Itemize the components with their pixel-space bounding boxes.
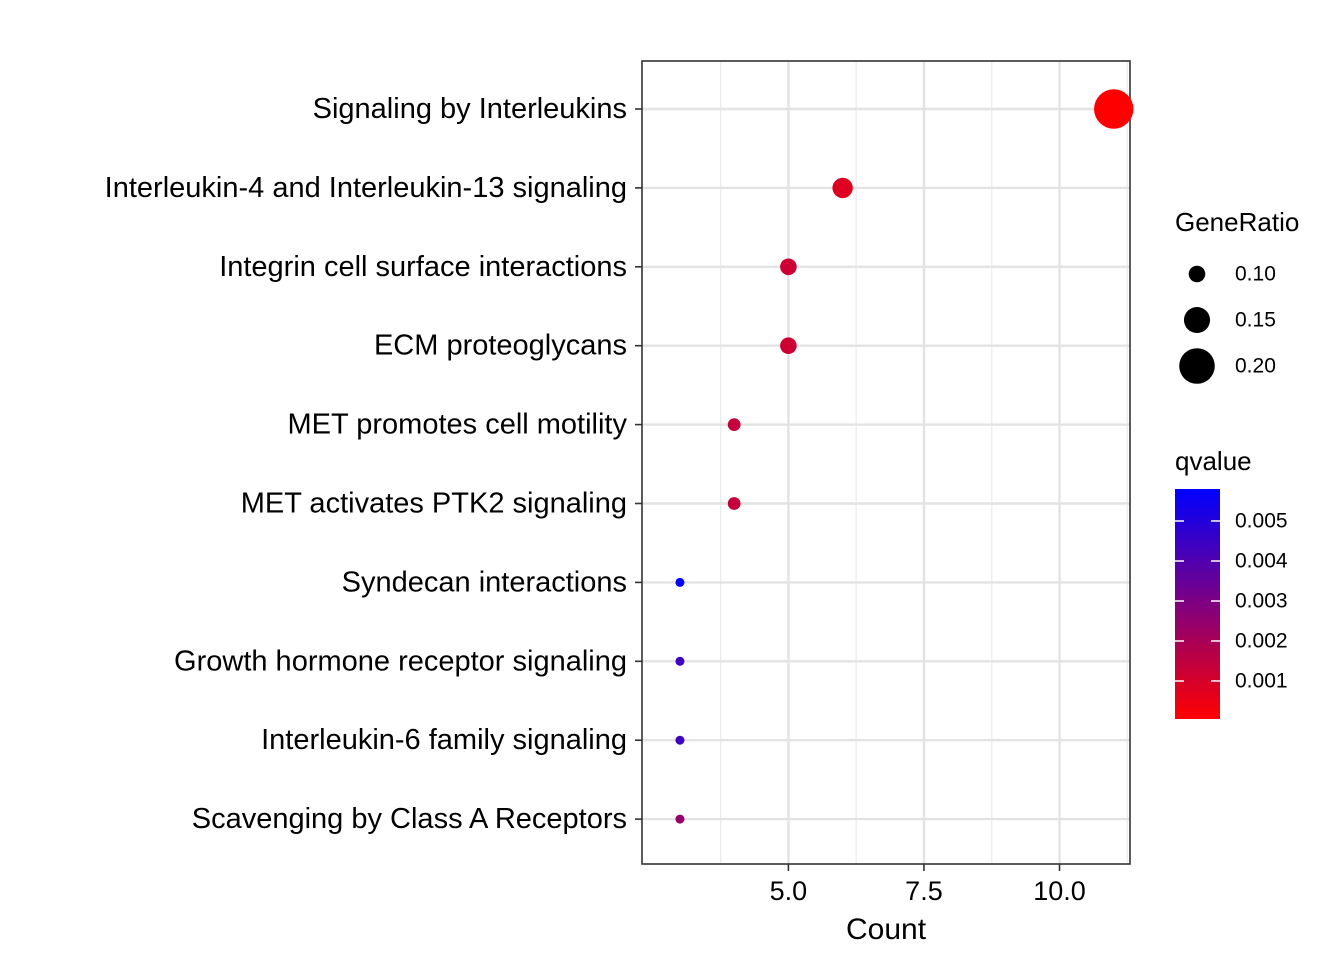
y-tick-label: MET activates PTK2 signaling	[241, 488, 627, 520]
y-tick-label: MET promotes cell motility	[288, 409, 628, 441]
colorbar-label: 0.005	[1235, 510, 1288, 533]
y-tick-label: Signaling by Interleukins	[313, 93, 627, 125]
x-axis-title: Count	[846, 913, 927, 946]
size-legend-label: 0.10	[1235, 263, 1276, 286]
x-tick-label: 7.5	[905, 876, 943, 906]
qvalue-colorbar	[1175, 489, 1220, 719]
y-tick-label: Growth hormone receptor signaling	[174, 645, 627, 677]
data-point	[727, 497, 741, 510]
y-tick-label: Integrin cell surface interactions	[219, 251, 627, 283]
size-legend-label: 0.20	[1235, 355, 1276, 378]
size-legend-label: 0.15	[1235, 309, 1276, 332]
y-tick-label: Interleukin-4 and Interleukin-13 signali…	[105, 172, 627, 204]
data-point	[727, 418, 741, 431]
colorbar-label: 0.003	[1235, 590, 1288, 613]
data-point	[675, 656, 685, 666]
generatio-legend-title: GeneRatio	[1175, 207, 1299, 237]
data-point	[675, 735, 685, 745]
generatio-legend: GeneRatio 0.10 0.15 0.20	[1175, 207, 1299, 384]
y-tick-label: ECM proteoglycans	[374, 330, 627, 362]
qvalue-legend: qvalue 0.005 0.004 0.003 0.002 0.001	[1175, 446, 1288, 719]
y-tick-label: Syndecan interactions	[342, 566, 627, 598]
data-point	[780, 337, 797, 355]
data-points	[675, 89, 1134, 824]
colorbar-label: 0.002	[1235, 630, 1288, 653]
x-tick-label: 10.0	[1033, 876, 1086, 906]
y-axis: Signaling by Interleukins Interleukin-4 a…	[105, 93, 642, 835]
data-point	[780, 258, 797, 276]
colorbar-label: 0.001	[1235, 670, 1288, 693]
y-tick-label: Interleukin-6 family signaling	[261, 724, 627, 756]
plot-panel-border	[641, 60, 1131, 865]
qvalue-legend-title: qvalue	[1175, 446, 1252, 476]
grid-lines	[642, 61, 1130, 864]
data-point	[675, 577, 685, 587]
data-point	[1094, 89, 1134, 129]
data-point	[675, 814, 685, 824]
x-tick-label: 5.0	[770, 876, 808, 906]
y-tick-label: Scavenging by Class A Receptors	[192, 803, 627, 835]
colorbar-label: 0.004	[1235, 550, 1288, 573]
size-legend-key	[1179, 348, 1215, 384]
x-axis: 5.0 7.5 10.0	[770, 864, 1086, 906]
size-legend-key	[1188, 265, 1206, 283]
data-point	[832, 177, 853, 199]
size-legend-key	[1183, 306, 1211, 334]
